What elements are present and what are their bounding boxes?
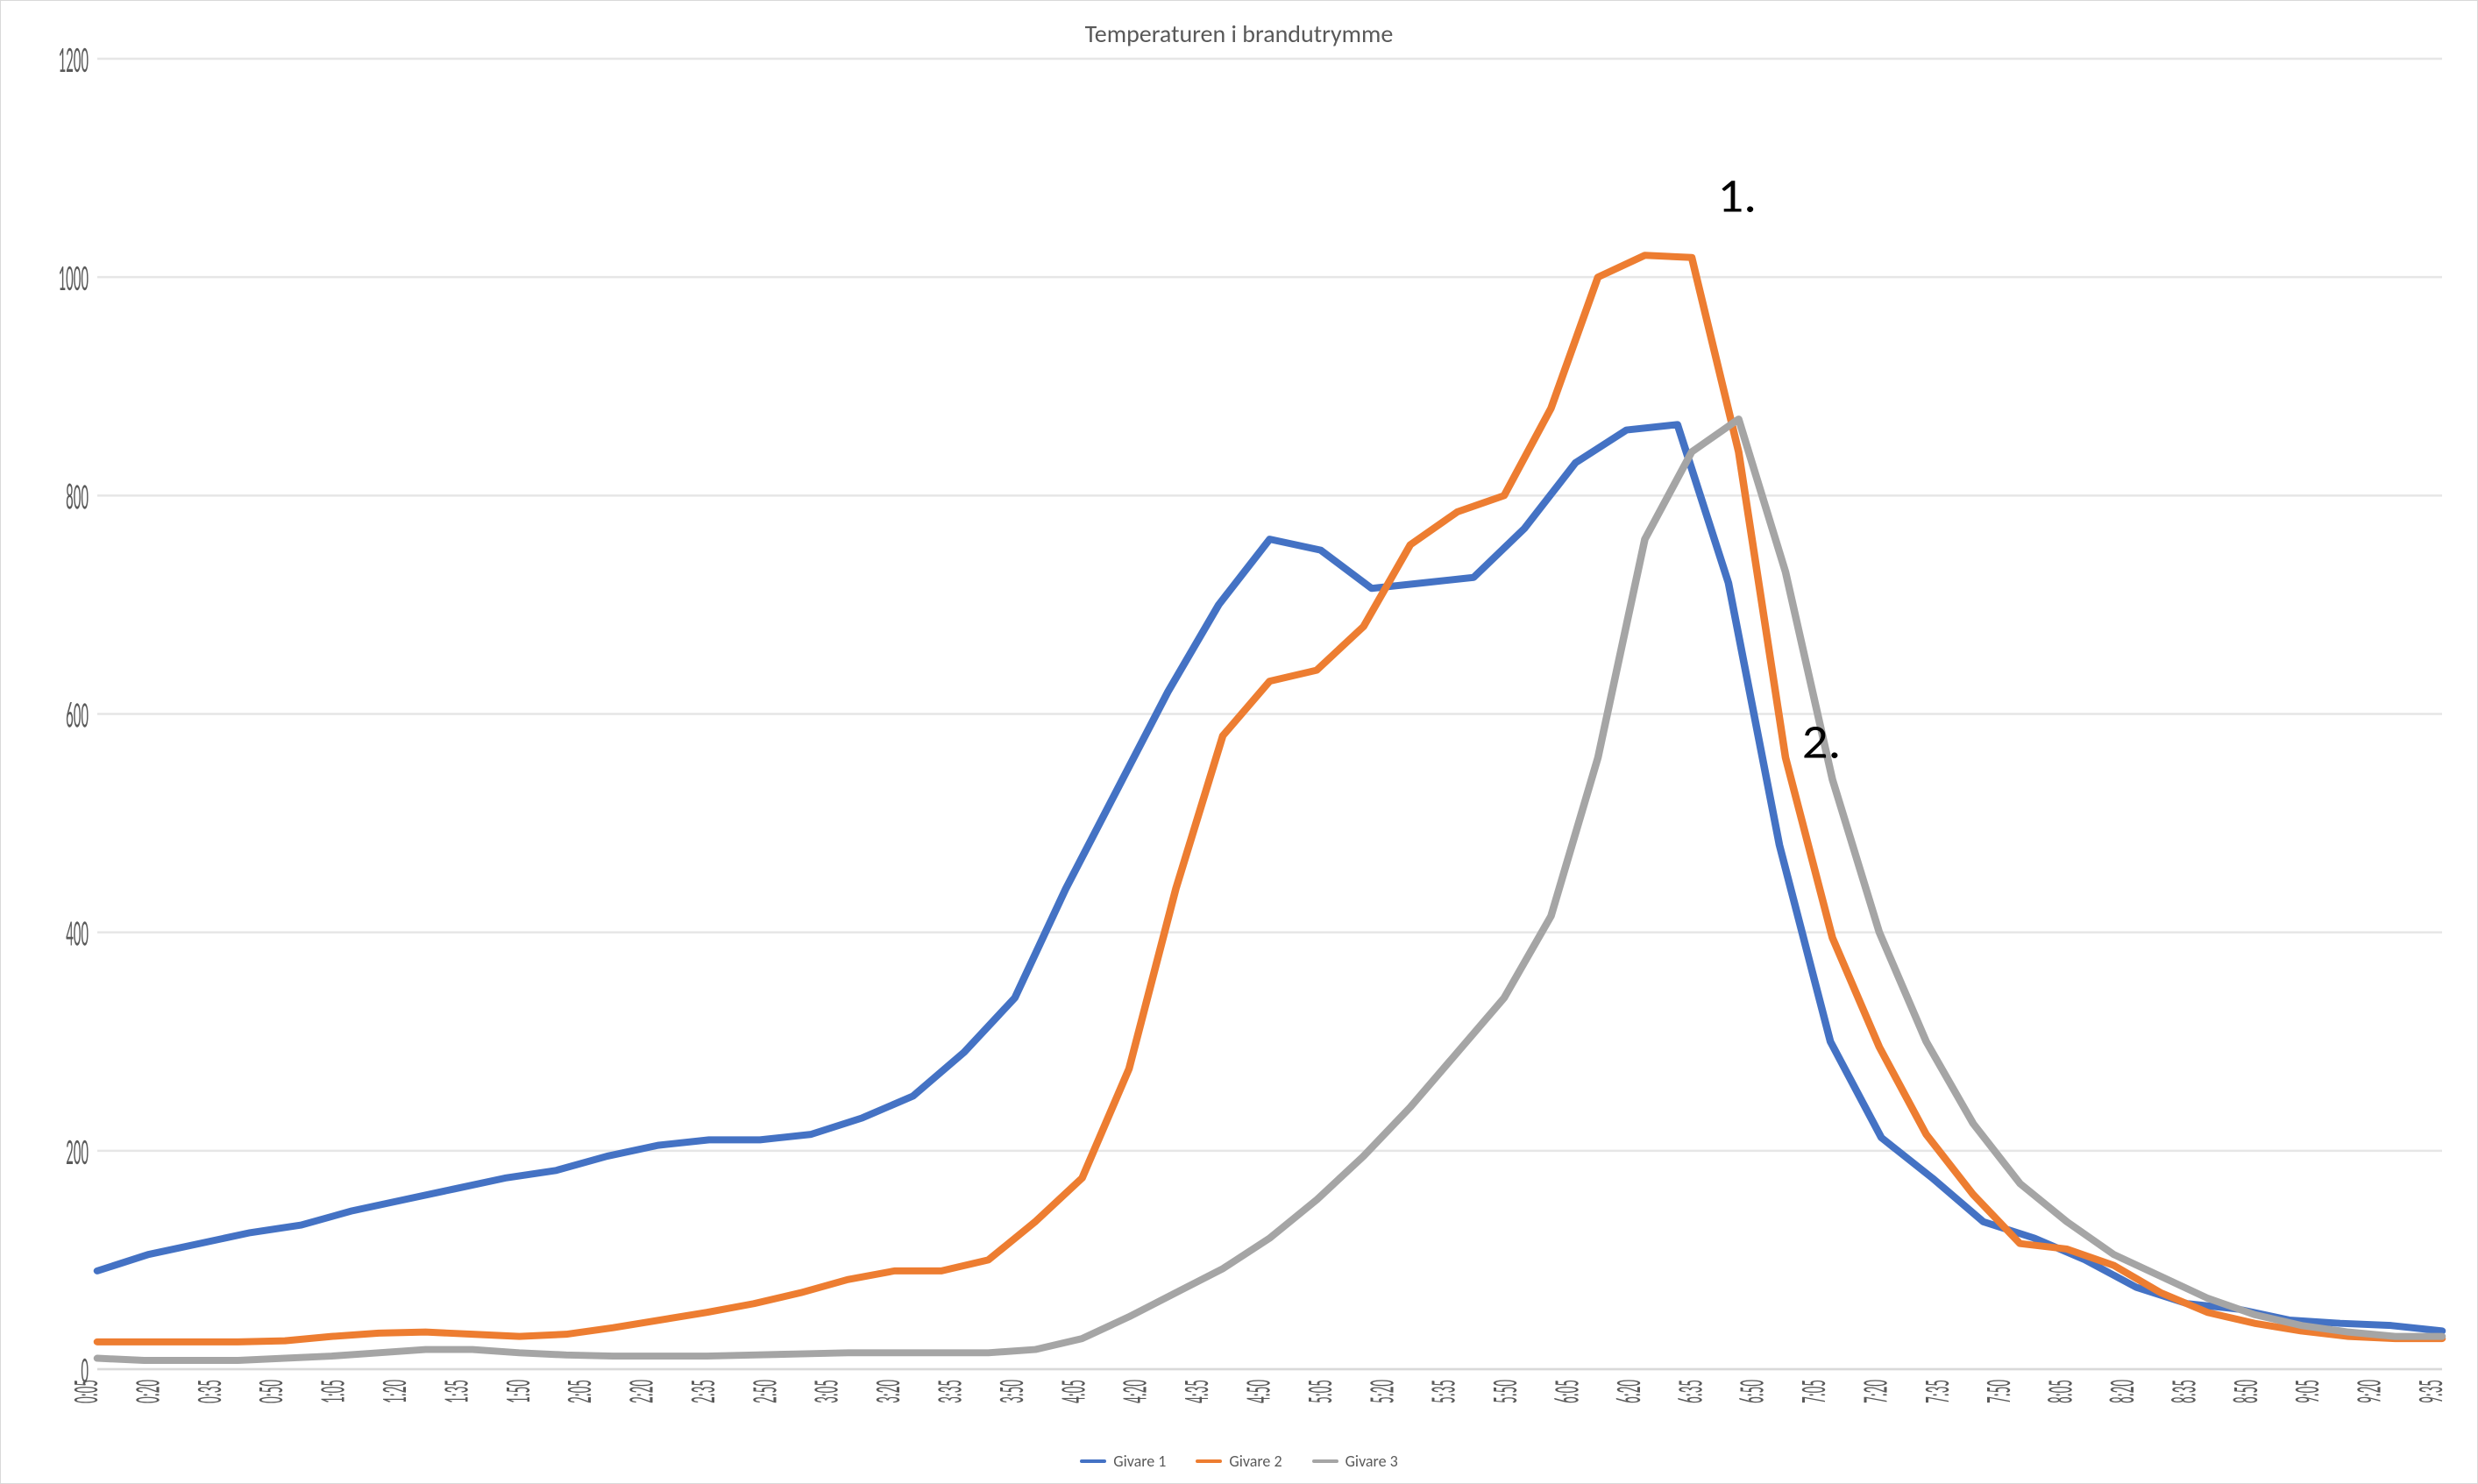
- annotation-label: 1.: [1717, 167, 1757, 225]
- svg-text:8:20: 8:20: [2101, 1380, 2144, 1403]
- legend-item-2: Givare 2: [1196, 1452, 1282, 1471]
- legend-swatch-2: [1196, 1459, 1222, 1463]
- legend: Givare 1 Givare 2 Givare 3: [1, 1452, 2477, 1471]
- svg-text:1:50: 1:50: [497, 1380, 540, 1403]
- legend-label-3: Givare 3: [1346, 1452, 1398, 1471]
- svg-text:4:05: 4:05: [1052, 1380, 1095, 1403]
- svg-text:6:50: 6:50: [1731, 1380, 1774, 1403]
- chart-svg: 1. 2.: [97, 59, 2442, 1369]
- plot-area: 1.2. 020040060080010001200 0:050:200:350…: [97, 59, 2442, 1369]
- chart-frame: Temperaturen i brandutrymme 1.2. 0200400…: [0, 0, 2478, 1484]
- svg-text:0:35: 0:35: [188, 1380, 231, 1403]
- svg-text:1200: 1200: [59, 36, 89, 82]
- svg-text:1:35: 1:35: [435, 1380, 478, 1403]
- legend-label-2: Givare 2: [1229, 1452, 1282, 1471]
- y-tick-labels: 020040060080010001200: [36, 59, 94, 1369]
- annotation-label: 2.: [1802, 713, 1842, 771]
- svg-text:600: 600: [66, 692, 89, 737]
- svg-text:4:20: 4:20: [1114, 1380, 1157, 1403]
- svg-text:800: 800: [66, 473, 89, 519]
- svg-text:5:35: 5:35: [1423, 1380, 1466, 1403]
- svg-text:0:20: 0:20: [126, 1380, 169, 1403]
- svg-text:9:05: 9:05: [2286, 1380, 2329, 1403]
- svg-text:7:05: 7:05: [1793, 1380, 1835, 1403]
- svg-text:0:05: 0:05: [65, 1380, 108, 1403]
- svg-text:8:05: 8:05: [2040, 1380, 2083, 1403]
- legend-swatch-1: [1080, 1459, 1106, 1463]
- svg-text:3:35: 3:35: [928, 1380, 971, 1403]
- legend-item-3: Givare 3: [1312, 1452, 1398, 1471]
- svg-text:2:05: 2:05: [558, 1380, 601, 1403]
- svg-text:1:20: 1:20: [373, 1380, 416, 1403]
- svg-text:9:20: 9:20: [2348, 1380, 2391, 1403]
- svg-text:200: 200: [66, 1128, 89, 1174]
- svg-text:5:50: 5:50: [1484, 1380, 1527, 1403]
- svg-text:7:20: 7:20: [1854, 1380, 1897, 1403]
- svg-text:6:20: 6:20: [1608, 1380, 1651, 1403]
- svg-text:6:05: 6:05: [1545, 1380, 1588, 1403]
- legend-label-1: Givare 1: [1113, 1452, 1166, 1471]
- chart-title: Temperaturen i brandutrymme: [20, 18, 2458, 49]
- svg-text:3:20: 3:20: [867, 1380, 910, 1403]
- svg-text:8:35: 8:35: [2162, 1380, 2205, 1403]
- svg-text:2:20: 2:20: [620, 1380, 663, 1403]
- svg-text:2:35: 2:35: [682, 1380, 725, 1403]
- svg-text:400: 400: [66, 910, 89, 955]
- svg-text:8:50: 8:50: [2225, 1380, 2268, 1403]
- svg-text:1:05: 1:05: [311, 1380, 354, 1403]
- legend-swatch-3: [1312, 1459, 1338, 1463]
- legend-item-1: Givare 1: [1080, 1452, 1166, 1471]
- svg-text:2:50: 2:50: [743, 1380, 786, 1403]
- series-group: [97, 255, 2442, 1360]
- x-tick-labels: 0:050:200:350:501:051:201:351:502:052:20…: [97, 1371, 2442, 1439]
- svg-text:7:50: 7:50: [1977, 1380, 2020, 1403]
- svg-text:1000: 1000: [59, 254, 89, 300]
- svg-text:5:20: 5:20: [1360, 1380, 1403, 1403]
- series-line: [97, 424, 2442, 1331]
- svg-text:0:50: 0:50: [250, 1380, 293, 1403]
- svg-text:4:35: 4:35: [1175, 1380, 1218, 1403]
- series-line: [97, 419, 2442, 1360]
- gridlines: [97, 59, 2442, 1369]
- svg-text:7:35: 7:35: [1916, 1380, 1959, 1403]
- svg-text:3:50: 3:50: [990, 1380, 1033, 1403]
- svg-text:3:05: 3:05: [806, 1380, 848, 1403]
- svg-text:4:50: 4:50: [1237, 1380, 1280, 1403]
- svg-text:5:05: 5:05: [1299, 1380, 1342, 1403]
- annotations: 1. 2.: [1717, 167, 1841, 770]
- series-line: [97, 255, 2442, 1342]
- svg-text:9:35: 9:35: [2410, 1380, 2453, 1403]
- svg-text:6:35: 6:35: [1669, 1380, 1712, 1403]
